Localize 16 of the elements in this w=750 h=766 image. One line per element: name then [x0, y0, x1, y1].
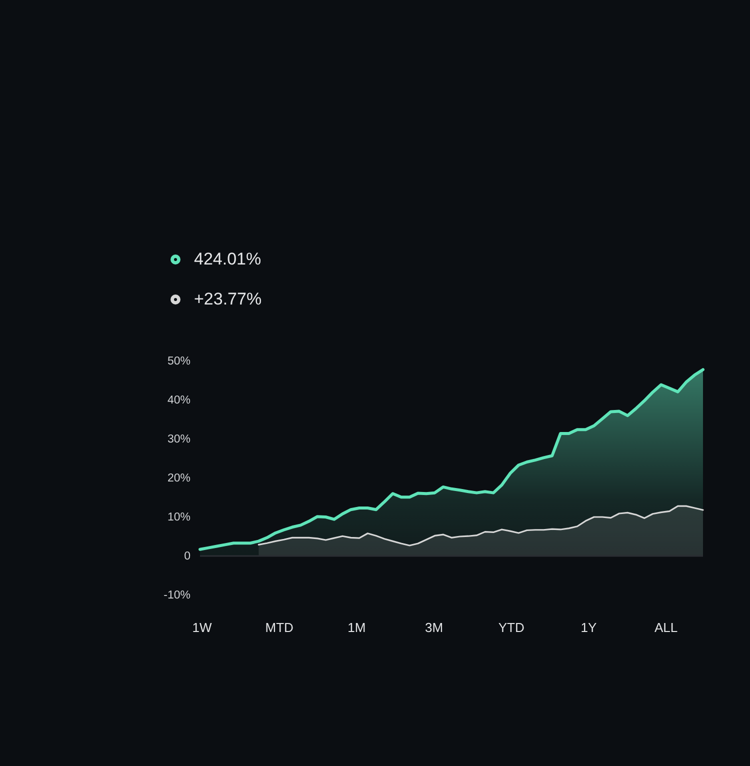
legend-label: 424.01% [194, 250, 262, 268]
legend-label: +23.77% [194, 290, 262, 308]
y-tick-label: 50% [167, 356, 190, 368]
text: YTD [498, 620, 524, 635]
y-tick-label: 20% [167, 472, 190, 484]
y-tick-label: 10% [167, 512, 190, 524]
text: 1Y [580, 620, 597, 635]
text: 1W [192, 620, 212, 635]
y-tick-label: 40% [167, 394, 190, 406]
y-tick-label: 0 [184, 550, 190, 562]
y-tick-label: 30% [167, 434, 190, 446]
text: 1M [348, 620, 366, 635]
text: MTD [265, 620, 294, 635]
y-tick-label: -10% [164, 590, 190, 602]
text: ALL [654, 620, 678, 635]
text: 3M [424, 620, 444, 635]
